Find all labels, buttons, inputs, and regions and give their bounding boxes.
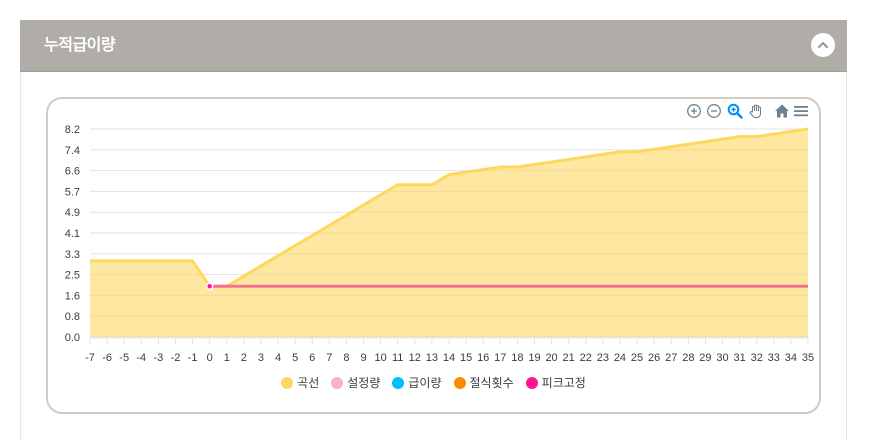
chevron-up-icon (818, 42, 828, 48)
x-axis-label: -6 (102, 352, 112, 364)
x-axis-label: 24 (614, 352, 626, 364)
legend-marker-icon (453, 377, 466, 389)
x-axis-label: 6 (309, 352, 315, 364)
x-axis-label: 27 (665, 352, 677, 364)
x-axis-label: 13 (426, 352, 438, 364)
reset-home-icon[interactable] (774, 103, 790, 119)
y-axis-label: 0.8 (65, 311, 80, 323)
legend-label: 곡선 (297, 376, 320, 390)
x-axis-label: 34 (785, 352, 797, 364)
x-axis-label: 15 (460, 352, 472, 364)
x-axis-label: 29 (699, 352, 711, 364)
area-chart[interactable]: 0.00.81.62.53.34.14.95.76.67.48.2-7 -6 -5-… (46, 97, 821, 414)
x-axis-label: 28 (682, 352, 694, 364)
x-axis-label: 0 (207, 352, 213, 364)
menu-icon[interactable] (793, 103, 809, 119)
peak-marker (205, 282, 214, 291)
x-axis-label: 35 (802, 352, 814, 364)
x-axis-label: 3 (258, 352, 264, 364)
zoom-out-icon[interactable] (706, 103, 722, 119)
legend-item-curve[interactable]: 곡선 (281, 376, 319, 390)
y-axis-label: 0.0 (65, 332, 80, 344)
x-axis-label: 16 (477, 352, 489, 364)
legend-marker-icon (331, 377, 344, 389)
panel-title: 누적급이량 (44, 35, 116, 54)
x-axis-label: 10 (374, 352, 386, 364)
x-axis-label: 26 (648, 352, 660, 364)
y-axis-label: 7.4 (65, 145, 80, 157)
legend-marker-icon (281, 377, 294, 389)
x-axis-label: 5 (292, 352, 298, 364)
cumulative-feed-panel: 누적급이량 0.0 0.8 1.6 2.5 3.3 4.1 4.9 5.7 6.6 7.4 8.2 -… (20, 20, 847, 440)
legend-marker-icon (392, 377, 405, 389)
x-axis-label: -7 (85, 352, 95, 364)
y-axis-label: 6.6 (65, 166, 80, 178)
y-axis-label: 4.9 (65, 207, 80, 219)
x-axis-label: -1 (188, 352, 198, 364)
legend-label: 급이량 (408, 376, 442, 390)
y-axis-label: 2.5 (65, 270, 80, 282)
y-axis-label: 5.7 (65, 186, 80, 198)
y-axis-label: 8.2 (65, 124, 80, 136)
x-axis-label: 9 (360, 352, 366, 364)
x-axis-label: 20 (545, 352, 557, 364)
x-axis-label: 33 (768, 352, 780, 364)
panel-header: 누적급이량 (20, 20, 847, 72)
x-axis-label: 8 (343, 352, 349, 364)
x-axis-label: -3 (153, 352, 163, 364)
pan-hand-icon[interactable] (748, 103, 764, 119)
legend-label: 절식횟수 (469, 376, 514, 390)
legend-item-setpoint[interactable]: 설정량 (331, 376, 380, 390)
legend-label: 설정량 (347, 376, 381, 390)
chart-card: 0.0 0.8 1.6 2.5 3.3 4.1 4.9 5.7 6.6 7.4 8.2 -7 -6 -5-… (46, 97, 821, 414)
legend-item-fasting-count[interactable]: 절식횟수 (453, 376, 514, 390)
y-axis-label: 1.6 (65, 290, 80, 302)
x-axis-label: 25 (631, 352, 643, 364)
chart-legend: 곡선 설정량 급이량 절식횟수 피크고정 (48, 376, 819, 390)
x-axis-label: 23 (597, 352, 609, 364)
panel-body: 0.0 0.8 1.6 2.5 3.3 4.1 4.9 5.7 6.6 7.4 8.2 -7 -6 -5-… (20, 72, 847, 440)
x-axis-label: 22 (580, 352, 592, 364)
zoom-in-icon[interactable] (686, 103, 702, 119)
x-axis-label: -4 (136, 352, 146, 364)
x-axis-label: 30 (716, 352, 728, 364)
legend-item-feed-amount[interactable]: 급이량 (392, 376, 442, 390)
x-axis-label: 4 (275, 352, 281, 364)
collapse-button[interactable] (811, 33, 835, 57)
x-axis-label: 17 (494, 352, 506, 364)
x-axis-label: 32 (751, 352, 763, 364)
x-axis-label: 12 (409, 352, 421, 364)
y-axis-label: 4.1 (65, 228, 80, 240)
x-axis-label: 2 (241, 352, 247, 364)
x-axis-label: 31 (733, 352, 745, 364)
selection-zoom-icon[interactable] (727, 103, 743, 119)
legend-marker-icon (525, 377, 538, 389)
y-axis-label: 3.3 (65, 249, 80, 261)
x-axis-label: 11 (392, 352, 403, 364)
x-axis-label: 1 (224, 352, 230, 364)
x-axis-label: 19 (528, 352, 540, 364)
x-axis-label: 7 (326, 352, 332, 364)
x-axis-label: 14 (443, 352, 455, 364)
legend-label: 피크고정 (541, 376, 586, 390)
x-axis-label: -2 (171, 352, 181, 364)
x-axis-label: -5 (119, 352, 129, 364)
legend-item-peak-fixed[interactable]: 피크고정 (525, 376, 586, 390)
x-axis-label: 18 (511, 352, 523, 364)
x-axis-label: 21 (563, 352, 575, 364)
